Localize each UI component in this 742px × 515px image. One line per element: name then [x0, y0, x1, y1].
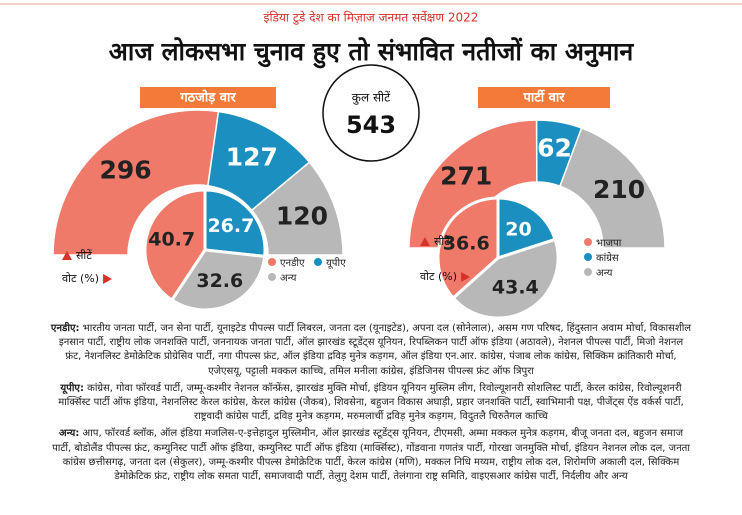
vote-label: 32.6	[196, 270, 243, 292]
vote-label: 20	[505, 218, 531, 240]
main-title: आज लोकसभा चुनाव हुए तो संभावित नतीजों का…	[109, 37, 635, 69]
seat-marker	[420, 237, 430, 246]
series-legend: वोट (%)	[420, 270, 457, 283]
vote-slice	[436, 196, 500, 301]
chart-title: गठजोड़ वार	[179, 90, 236, 106]
legend-label: यूपीए	[326, 257, 346, 269]
series-legend: वोट (%)	[62, 272, 99, 285]
vote-label: 43.4	[492, 277, 539, 299]
chart-area: इंडिया टुडे देश का मिज़ाज जनमत सर्वेक्षण…	[0, 3, 742, 320]
total-value: 543	[346, 111, 396, 139]
banner	[478, 87, 610, 108]
notes: एनडीए: भारतीय जनता पार्टी, जन सेना पार्ट…	[50, 322, 692, 487]
seat-label: 127	[226, 143, 278, 172]
vote-marker	[461, 272, 471, 282]
seat-label: 62	[537, 134, 572, 163]
legend-swatch	[268, 258, 276, 266]
legend-swatch	[584, 268, 592, 276]
vote-label: 26.7	[207, 215, 254, 237]
legend-label: अन्य	[280, 273, 297, 284]
kicker: इंडिया टुडे देश का मिज़ाज जनमत सर्वेक्षण…	[264, 11, 479, 26]
seat-label: 296	[100, 156, 152, 185]
legend-label: अन्य	[596, 268, 613, 279]
vote-slice	[451, 237, 560, 320]
legend-label: कांग्रेस	[596, 252, 619, 264]
note-text: आप, फॉरवर्ड ब्लॉक, ऑल इंडिया मजलिस-ए-इत्…	[52, 428, 690, 483]
seat-arc	[559, 127, 666, 249]
series-legend: सीटें	[434, 235, 450, 248]
total-label: कुल सीटें	[352, 91, 391, 106]
seat-label: 271	[440, 161, 492, 190]
legend-swatch	[584, 253, 592, 261]
note-label: अन्य:	[58, 428, 80, 440]
note-label: यूपीए:	[60, 382, 84, 394]
seat-label: 210	[593, 175, 645, 204]
chart-title: पार्टी वार	[522, 90, 565, 106]
legend-swatch	[584, 238, 592, 246]
charts: गठजोड़ वार 296 127 120 40.7 26.7 32.6 सीटें वोट …	[52, 87, 666, 320]
vote-slice	[203, 188, 267, 259]
legend-label: भाजपा	[596, 238, 622, 249]
note: एनडीए: भारतीय जनता पार्टी, जन सेना पार्ट…	[50, 322, 692, 379]
banner	[140, 87, 276, 108]
vote-slice	[169, 248, 267, 312]
seat-marker	[62, 251, 72, 260]
seat-label: 120	[276, 201, 328, 230]
note: यूपीए: कांग्रेस, गोवा फॉरवर्ड पार्टी, जम…	[50, 382, 692, 425]
series-legend: सीटें	[76, 249, 92, 262]
legend-label: एनडीए	[280, 257, 305, 269]
note-text: कांग्रेस, गोवा फॉरवर्ड पार्टी, जम्मू-कश्…	[58, 382, 684, 423]
vote-label: 36.6	[443, 232, 490, 254]
total-circle	[322, 64, 420, 162]
note-label: एनडीए:	[50, 323, 80, 334]
vote-label: 40.7	[148, 228, 195, 250]
note-text: भारतीय जनता पार्टी, जन सेना पार्टी, यूना…	[58, 323, 692, 377]
vote-marker	[103, 274, 113, 284]
legend-swatch	[268, 273, 276, 281]
seat-arc	[52, 109, 220, 256]
note: अन्य: आप, फॉरवर्ड ब्लॉक, ऑल इंडिया मजलिस…	[50, 427, 692, 484]
legend-swatch	[314, 258, 322, 266]
